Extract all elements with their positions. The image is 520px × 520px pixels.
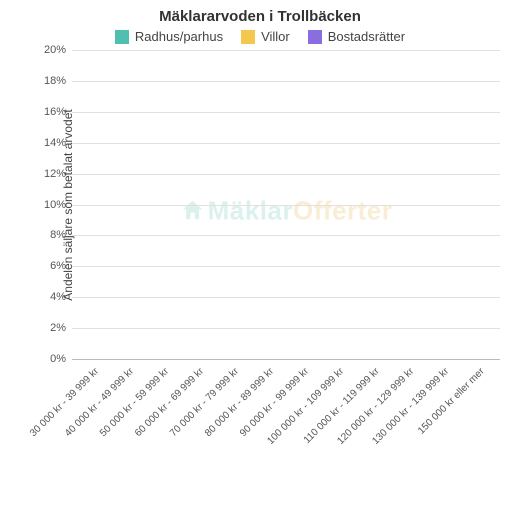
legend-item: Villor [241, 29, 290, 44]
legend-label: Radhus/parhus [135, 29, 223, 44]
y-tick-label: 2% [50, 322, 72, 334]
gridline [72, 235, 500, 236]
gridline [72, 266, 500, 267]
y-tick-label: 12% [44, 168, 72, 180]
gridline [72, 297, 500, 298]
legend-item: Radhus/parhus [115, 29, 223, 44]
gridline [72, 328, 500, 329]
legend-swatch [115, 30, 129, 44]
legend-label: Bostadsrätter [328, 29, 405, 44]
y-tick-label: 10% [44, 199, 72, 211]
y-tick-label: 14% [44, 137, 72, 149]
gridline [72, 112, 500, 113]
legend-swatch [308, 30, 322, 44]
legend-label: Villor [261, 29, 290, 44]
chart-container: Mäklararvoden i Trollbäcken Radhus/parhu… [0, 0, 520, 520]
gridline [72, 174, 500, 175]
gridline [72, 81, 500, 82]
gridline [72, 205, 500, 206]
legend-item: Bostadsrätter [308, 29, 405, 44]
y-tick-label: 6% [50, 260, 72, 272]
y-tick-label: 4% [50, 291, 72, 303]
plot-area: Andelen säljare som betalat arvodet Mäkl… [72, 50, 500, 360]
y-tick-label: 20% [44, 44, 72, 56]
y-tick-label: 16% [44, 106, 72, 118]
y-tick-label: 8% [50, 229, 72, 241]
gridline [72, 143, 500, 144]
gridline [72, 50, 500, 51]
y-tick-label: 18% [44, 75, 72, 87]
legend: Radhus/parhus Villor Bostadsrätter [10, 29, 510, 44]
chart-title: Mäklararvoden i Trollbäcken [10, 8, 510, 25]
legend-swatch [241, 30, 255, 44]
y-tick-label: 0% [50, 353, 72, 365]
